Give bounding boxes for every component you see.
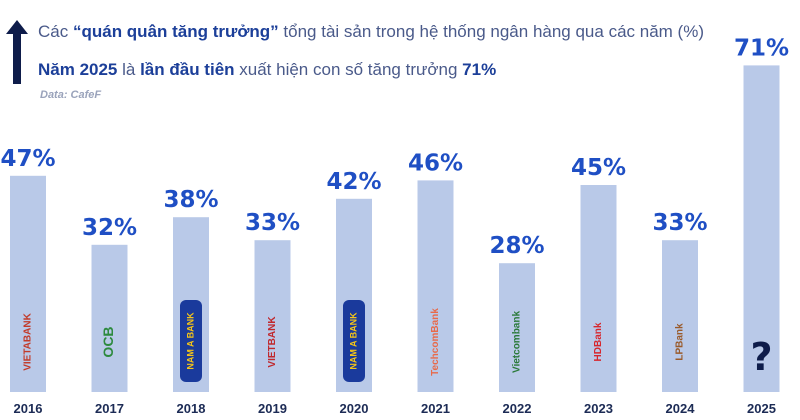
year-label-2022: 2022 [503,401,532,416]
chart-header: Các “quán quân tăng trưởng” tổng tài sản… [0,0,800,110]
unknown-bank-label: ? [750,335,772,379]
year-label-2016: 2016 [14,401,43,416]
up-arrow-icon [6,20,28,84]
year-label-2023: 2023 [584,401,613,416]
bank-logo-bg-2018 [180,300,202,382]
bar-2022 [499,263,535,392]
bank-label-2022: Vietcombank [512,311,523,373]
value-label-2022: 28% [489,233,544,259]
chart-subtitle: Năm 2025 là lần đầu tiên xuất hiện con s… [38,60,497,79]
value-label-2017: 32% [82,215,137,241]
year-label-2024: 2024 [666,401,696,416]
bar-2016 [10,175,46,392]
data-source: Data: CafeF [40,89,102,101]
bank-label-2019: VIETBANK [267,316,278,368]
bank-label-2020: NAM A BANK [348,312,358,370]
value-label-2024: 33% [652,210,707,236]
bank-label-2017: OCB [100,326,116,357]
bar-2024 [662,240,698,392]
value-label-2021: 46% [408,150,463,176]
year-label-2025: 2025 [747,401,776,416]
year-label-2019: 2019 [258,401,287,416]
bar-2025 [743,65,780,393]
year-label-2020: 2020 [340,401,369,416]
year-label-2018: 2018 [177,401,206,416]
chart-title: Các “quán quân tăng trưởng” tổng tài sản… [38,22,704,41]
value-label-2023: 45% [571,155,626,181]
value-label-2019: 33% [245,210,300,236]
bank-label-2016: VIETABANK [23,312,34,370]
value-label-2016: 47% [0,146,55,172]
bank-label-2024: LPBank [675,323,686,361]
bar-2021 [417,180,454,392]
bar-2017 [91,244,128,392]
bar-2023 [580,185,617,392]
year-label-2017: 2017 [95,401,124,416]
bank-label-2023: HDBank [593,322,604,361]
value-label-2020: 42% [326,169,381,195]
bank-logo-bg-2020 [343,300,365,382]
value-label-2025: 71% [734,35,789,61]
value-label-2018: 38% [163,187,218,213]
bank-label-2018: NAM A BANK [185,312,195,370]
year-label-2021: 2021 [421,401,450,416]
bar-2019 [254,240,291,392]
bank-label-2021: TechcomBank [430,308,441,376]
